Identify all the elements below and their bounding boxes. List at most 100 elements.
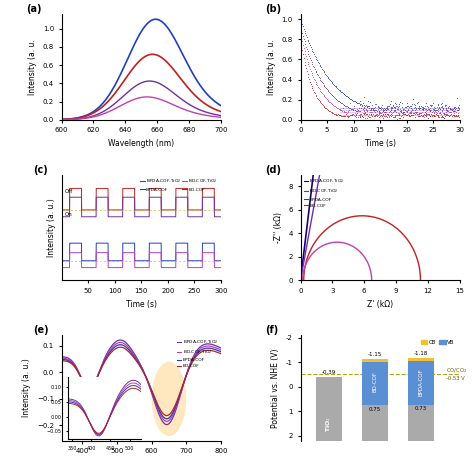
- Point: [321, 70, 329, 77]
- Point: [388, 104, 396, 111]
- Point: [298, 18, 305, 26]
- Point: [388, 109, 396, 117]
- Point: [384, 102, 392, 110]
- Point: [436, 109, 443, 117]
- Point: [336, 111, 343, 118]
- Point: [419, 106, 427, 113]
- Text: (a): (a): [27, 4, 42, 14]
- Point: [388, 108, 395, 115]
- Point: [406, 112, 413, 120]
- Point: [397, 107, 405, 115]
- Point: [414, 112, 421, 119]
- Point: [417, 111, 425, 118]
- Point: [399, 110, 406, 118]
- Point: [345, 112, 352, 120]
- Point: [376, 113, 383, 121]
- Point: [382, 107, 390, 114]
- Point: [429, 105, 437, 112]
- Point: [336, 98, 343, 106]
- Point: [440, 109, 448, 117]
- Point: [415, 112, 422, 119]
- Point: [438, 103, 446, 111]
- Point: [333, 111, 340, 118]
- Point: [454, 112, 461, 120]
- Point: [365, 113, 373, 120]
- Text: -1.18: -1.18: [414, 351, 428, 356]
- Point: [378, 105, 386, 112]
- Point: [341, 112, 348, 120]
- Point: [408, 100, 416, 108]
- Point: [337, 107, 345, 114]
- Point: [312, 67, 319, 74]
- Point: [380, 107, 387, 114]
- Point: [365, 110, 373, 118]
- Point: [312, 91, 319, 99]
- Point: [356, 107, 363, 115]
- Point: [347, 105, 355, 112]
- Text: -1.15: -1.15: [368, 352, 382, 356]
- Point: [348, 106, 356, 113]
- Point: [375, 108, 383, 116]
- Point: [451, 105, 459, 113]
- Point: [378, 109, 386, 116]
- Point: [343, 113, 351, 120]
- Point: [447, 108, 454, 115]
- Point: [431, 106, 439, 114]
- Point: [423, 110, 431, 118]
- Point: [448, 106, 456, 114]
- Point: [333, 84, 341, 92]
- Point: [383, 104, 391, 112]
- Point: [310, 64, 318, 71]
- Point: [426, 102, 434, 109]
- Point: [325, 107, 332, 114]
- Point: [452, 104, 460, 111]
- Point: [385, 108, 393, 116]
- Point: [326, 76, 334, 84]
- Point: [365, 102, 372, 109]
- Point: [381, 106, 388, 114]
- Text: BD-COF: BD-COF: [373, 372, 377, 392]
- Point: [416, 112, 424, 119]
- Point: [451, 107, 458, 115]
- Point: [322, 84, 330, 92]
- Point: [425, 106, 433, 113]
- Point: [392, 100, 400, 108]
- Point: [349, 97, 357, 104]
- Point: [379, 111, 386, 119]
- Point: [379, 106, 386, 113]
- Point: [320, 102, 328, 110]
- Point: [433, 109, 441, 117]
- Point: [403, 102, 410, 109]
- Point: [347, 95, 355, 103]
- Point: [412, 108, 420, 116]
- Point: [389, 113, 397, 121]
- Point: [392, 103, 399, 111]
- Point: [439, 104, 447, 112]
- Point: [320, 81, 328, 89]
- Point: [446, 104, 454, 112]
- Point: [318, 100, 325, 107]
- Point: [409, 95, 417, 102]
- Point: [307, 67, 315, 75]
- Point: [326, 88, 333, 96]
- Point: [408, 109, 415, 117]
- Point: [391, 113, 398, 120]
- Point: [368, 111, 375, 119]
- Point: [404, 102, 412, 110]
- Point: [371, 108, 378, 115]
- Point: [407, 107, 414, 114]
- Point: [411, 104, 419, 111]
- Point: [416, 112, 423, 120]
- Point: [386, 100, 393, 108]
- Point: [313, 56, 321, 64]
- Point: [336, 87, 343, 94]
- Point: [402, 107, 410, 115]
- Point: [447, 110, 455, 118]
- Point: [327, 90, 335, 98]
- Point: [403, 108, 411, 115]
- Point: [360, 104, 367, 111]
- Point: [446, 105, 454, 113]
- Point: [313, 69, 320, 76]
- Point: [427, 108, 434, 115]
- Point: [353, 108, 361, 115]
